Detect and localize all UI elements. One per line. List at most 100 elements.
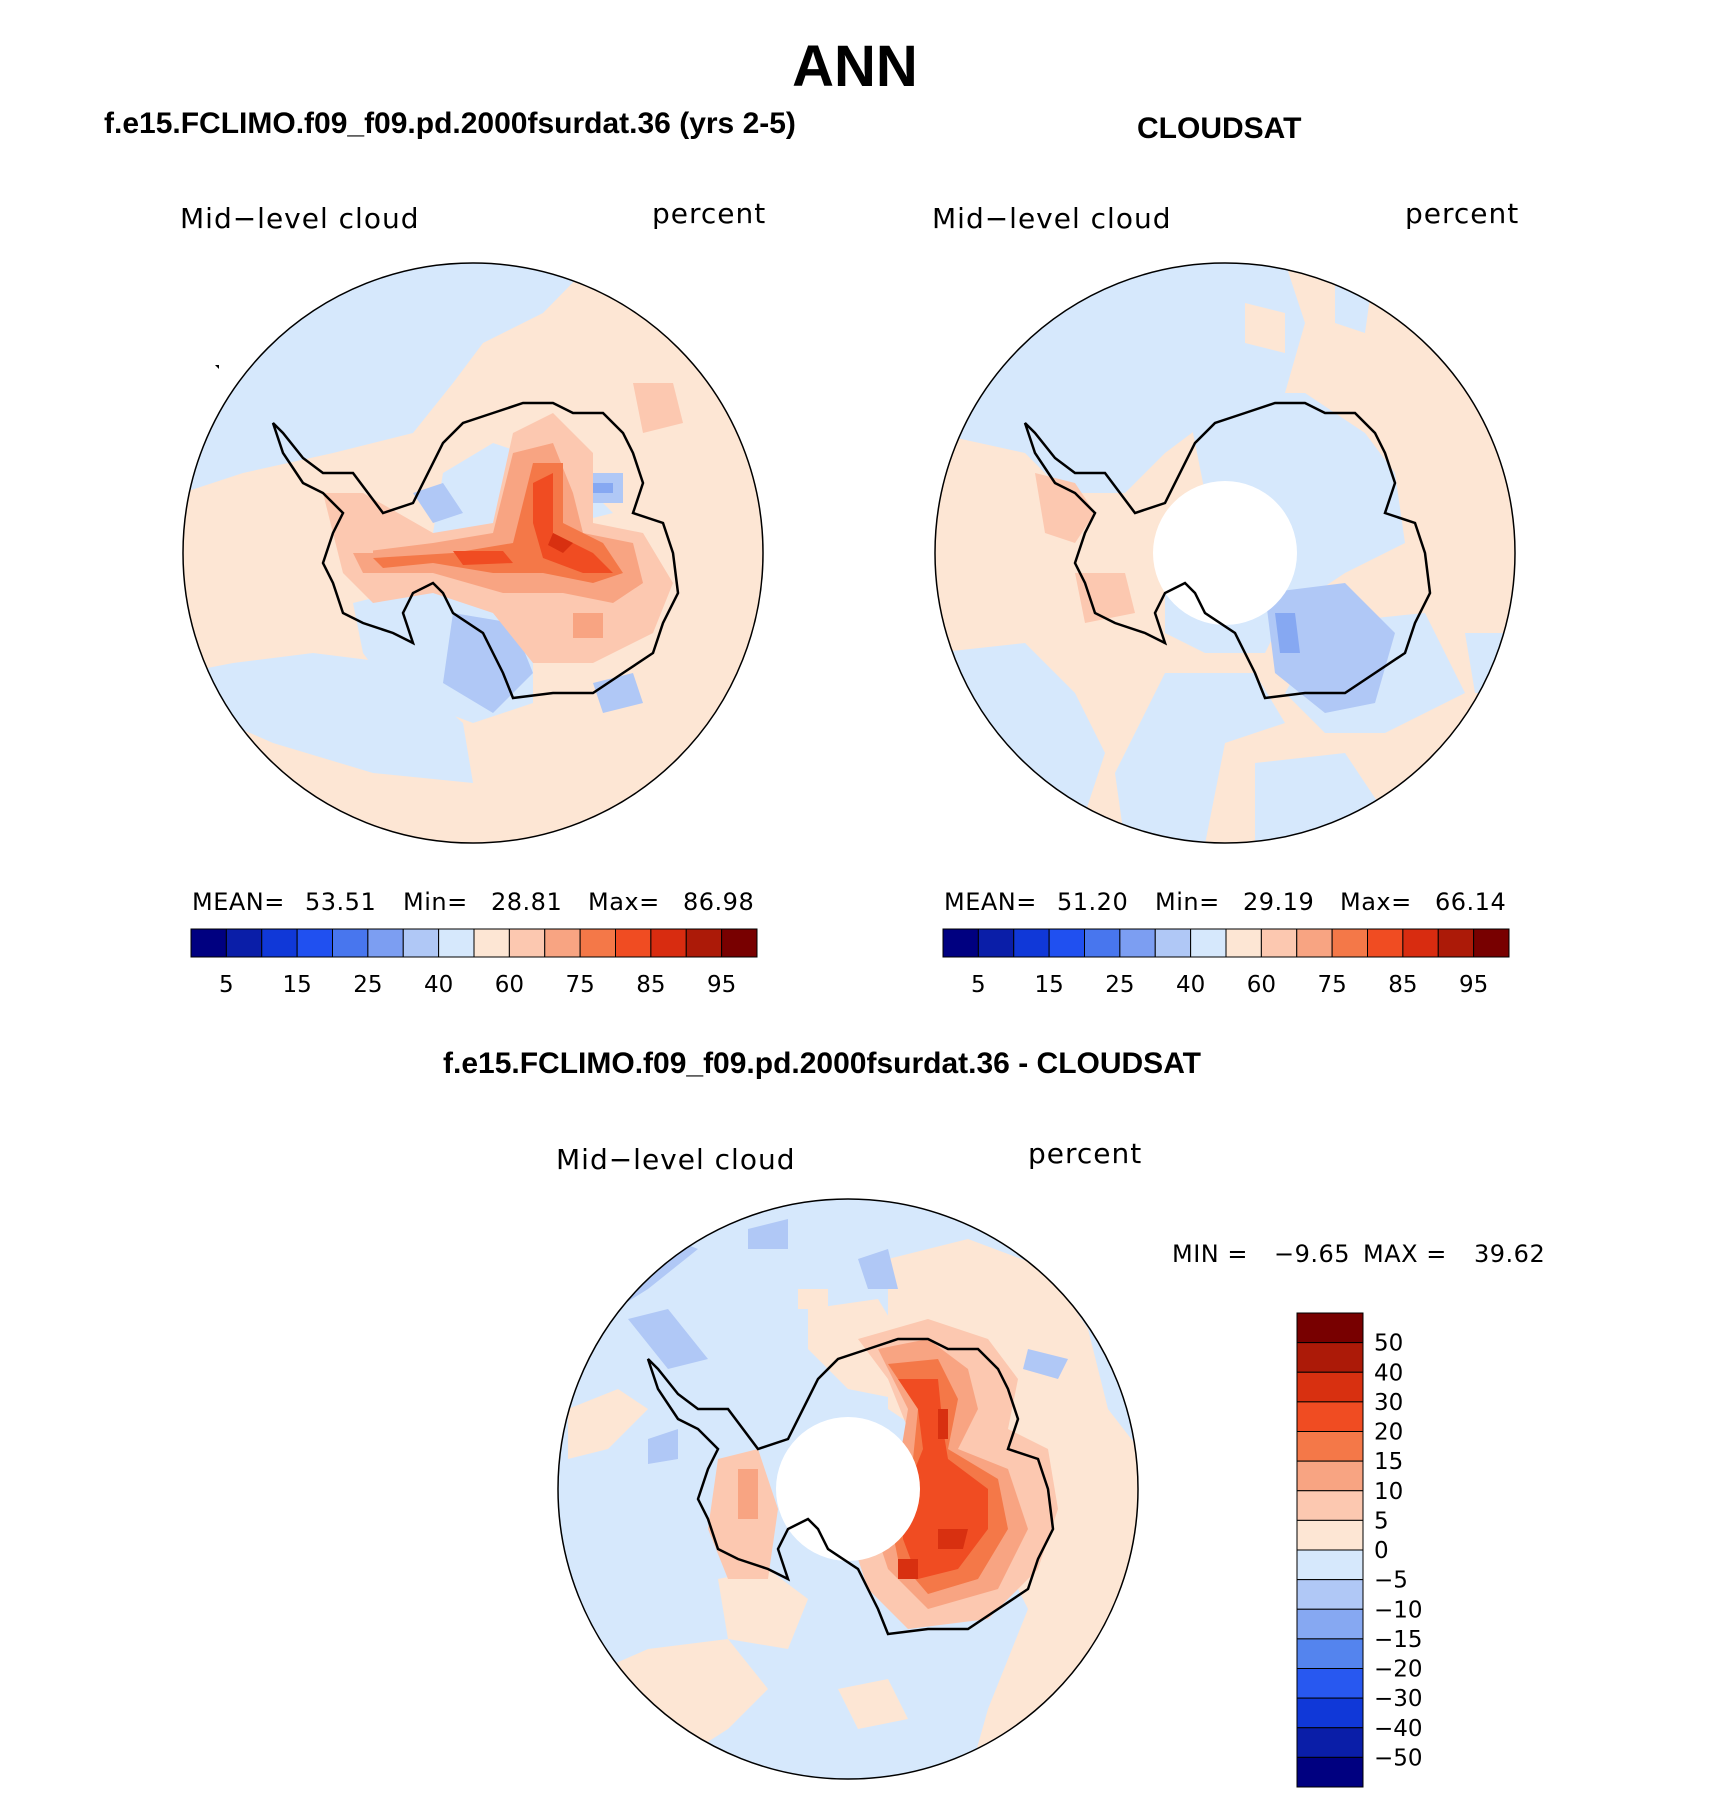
panel1-contours	[183, 263, 763, 843]
colorbar-box	[261, 928, 298, 958]
panel3-max-label: MAX =	[1363, 1240, 1447, 1268]
panel2-variable: Mid−level cloud	[932, 202, 1172, 235]
colorbar-box	[225, 928, 263, 958]
colorbar-box	[544, 928, 581, 958]
colorbar-box	[402, 928, 440, 958]
colorbar-tick-label: −20	[1374, 1657, 1423, 1683]
colorbar-tick-label: 5	[1374, 1508, 1389, 1534]
colorbar-tick-label: 5	[971, 972, 986, 998]
colorbar-box	[332, 928, 369, 958]
panel3-polar-map	[557, 1198, 1139, 1780]
colorbar-box	[1402, 928, 1439, 958]
colorbar-box	[685, 928, 723, 958]
colorbar-box	[1296, 1312, 1364, 1344]
colorbar-tick-label: −50	[1374, 1745, 1423, 1771]
colorbar-box	[1048, 928, 1085, 958]
colorbar-box	[1225, 928, 1262, 958]
colorbar-tick-label: 95	[707, 972, 736, 998]
panel3-map-boundary	[557, 1198, 1139, 1780]
colorbar-box	[977, 928, 1015, 958]
colorbar-tick-label: 95	[1459, 972, 1488, 998]
colorbar-box	[1190, 928, 1227, 958]
colorbar-tick-label: 5	[219, 972, 234, 998]
colorbar-box	[1296, 1401, 1364, 1432]
panel2-max-label: Max=	[1340, 888, 1412, 916]
colorbar-box	[1296, 1519, 1364, 1551]
panel1-mean-value: 53.51	[305, 888, 377, 916]
colorbar-box	[1296, 1638, 1364, 1669]
colorbar-tick-label: −5	[1374, 1568, 1408, 1594]
colorbar-box	[1013, 928, 1050, 958]
colorbar-box	[1296, 1697, 1364, 1729]
panel2-colorbar: 5 15 25 40 60 75 85 95	[942, 928, 1510, 998]
panel1-polar-map	[182, 262, 764, 844]
panel3-min-value: −9.65	[1274, 1240, 1351, 1268]
colorbar-box	[438, 928, 475, 958]
colorbar-box	[1473, 928, 1510, 958]
figure-title: ANN	[792, 34, 918, 99]
panel3-case-title: f.e15.FCLIMO.f09_f09.pd.2000fsurdat.36 -…	[443, 1047, 1201, 1080]
colorbar-tick-label: 75	[565, 972, 594, 998]
panel3-coastline	[646, 1337, 1055, 1636]
colorbar-tick-label: 40	[424, 972, 453, 998]
colorbar-box	[1296, 1371, 1364, 1403]
colorbar-tick-label: −15	[1374, 1627, 1423, 1653]
colorbar-box	[721, 928, 758, 958]
colorbar-box	[1296, 928, 1333, 958]
panel2-case-title: CLOUDSAT	[1137, 112, 1302, 145]
colorbar-box	[1296, 1579, 1364, 1610]
colorbar-box	[1296, 1756, 1364, 1788]
colorbar-box	[1296, 1549, 1364, 1581]
panel2-min-value: 29.19	[1243, 888, 1315, 916]
panel1-min-value: 28.81	[491, 888, 563, 916]
colorbar-tick-label: 40	[1374, 1360, 1403, 1386]
colorbar-box	[1296, 1608, 1364, 1640]
colorbar-tick-label: 15	[282, 972, 311, 998]
colorbar-box	[473, 928, 510, 958]
colorbar-box	[190, 928, 227, 958]
colorbar-tick-label: 30	[1374, 1390, 1403, 1416]
panel3-max-value: 39.62	[1474, 1240, 1546, 1268]
panel2-polar-map	[934, 262, 1516, 844]
panel3-units: percent	[1028, 1137, 1143, 1170]
panel1-max-value: 86.98	[683, 888, 755, 916]
panel3-variable: Mid−level cloud	[556, 1143, 796, 1176]
colorbar-box	[579, 928, 616, 958]
colorbar-tick-label: 15	[1034, 972, 1063, 998]
colorbar-tick-label: −10	[1374, 1597, 1423, 1623]
colorbar-tick-label: 60	[495, 972, 524, 998]
panel2-units: percent	[1405, 197, 1520, 230]
colorbar-box	[508, 928, 546, 958]
colorbar-box	[1260, 928, 1298, 958]
colorbar-tick-label: −30	[1374, 1686, 1423, 1712]
colorbar-box	[942, 928, 979, 958]
panel2-max-value: 66.14	[1435, 888, 1507, 916]
colorbar-box	[296, 928, 333, 958]
panel1-units: percent	[652, 197, 767, 230]
panel1-min-label: Min=	[403, 888, 468, 916]
panel2-coastline	[1023, 401, 1432, 700]
colorbar-tick-label: 60	[1247, 972, 1276, 998]
colorbar-tick-label: 75	[1317, 972, 1346, 998]
panel1-variable: Mid−level cloud	[180, 202, 420, 235]
colorbar-box	[1296, 1490, 1364, 1521]
colorbar-tick-label: 25	[353, 972, 382, 998]
colorbar-box	[1437, 928, 1475, 958]
colorbar-tick-label: 20	[1374, 1420, 1403, 1446]
colorbar-tick-label: 40	[1176, 972, 1205, 998]
panel1-map-boundary	[182, 262, 764, 844]
panel2-mean-value: 51.20	[1057, 888, 1129, 916]
panel1-colorbar: 5 15 25 40 60 75 85 95	[190, 928, 758, 998]
colorbar-box	[1296, 1431, 1364, 1462]
panel1-coastline	[271, 401, 680, 700]
panel2-map-boundary	[934, 262, 1516, 844]
colorbar-tick-label: 0	[1374, 1538, 1389, 1564]
colorbar-tick-label: 50	[1374, 1331, 1403, 1357]
colorbar-box	[1119, 928, 1156, 958]
colorbar-box	[1331, 928, 1368, 958]
colorbar-box	[367, 928, 404, 958]
panel2-missing-data-hole	[1153, 481, 1297, 625]
colorbar-tick-label: −40	[1374, 1716, 1423, 1742]
panel1-mean-label: MEAN=	[192, 888, 285, 916]
panel3-min-label: MIN =	[1172, 1240, 1248, 1268]
